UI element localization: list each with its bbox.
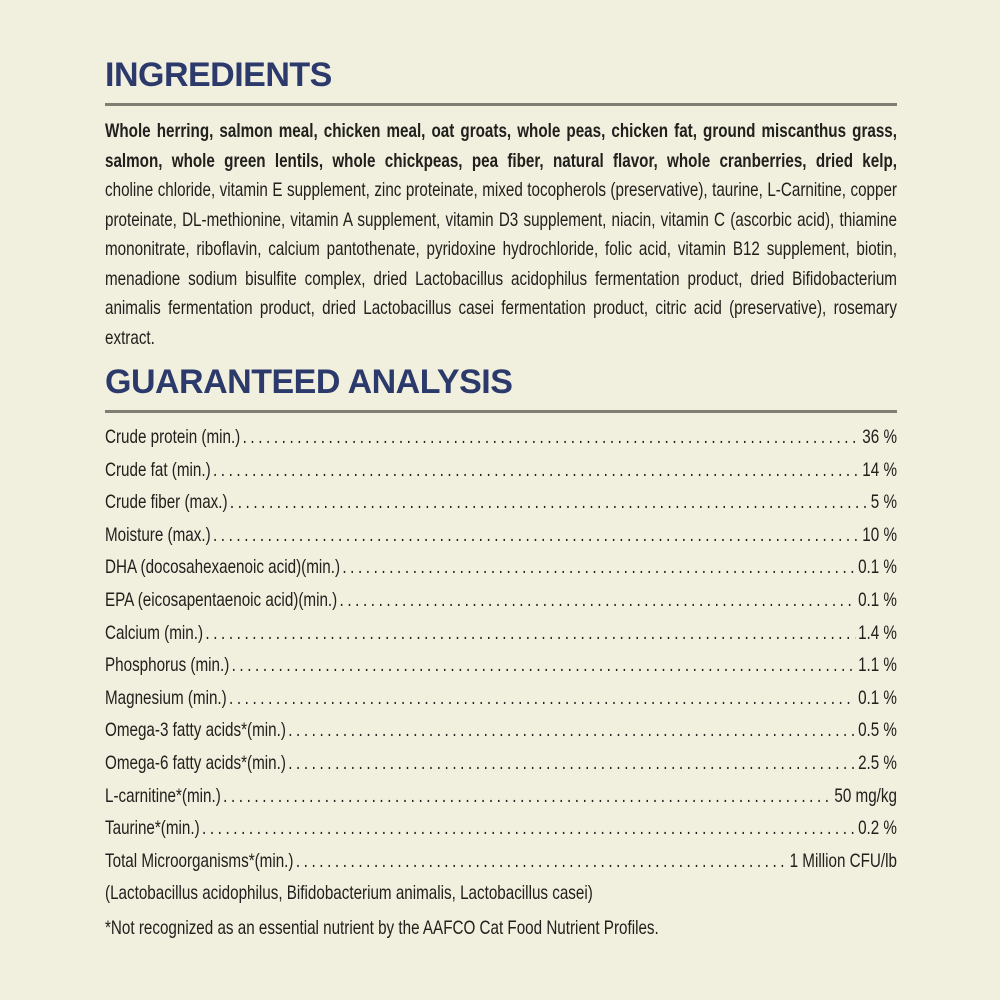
analysis-row-label: Taurine*(min.) <box>105 817 200 840</box>
analysis-row: Omega-3 fatty acids*(min.) 0.5 % <box>105 714 897 747</box>
analysis-row-value: 0.1 % <box>858 556 897 579</box>
analysis-row-label: EPA (eicosapentaenoic acid)(min.) <box>105 588 338 611</box>
analysis-row-value: 1 Million CFU/lb <box>789 849 897 872</box>
dot-leader <box>213 454 860 487</box>
analysis-row: DHA (docosahexaenoic acid)(min.) 0.1 % <box>105 551 897 584</box>
dot-leader <box>229 682 856 715</box>
analysis-row-label: Phosphorus (min.) <box>105 654 230 677</box>
dot-leader <box>202 812 856 845</box>
dot-leader <box>223 780 832 813</box>
dot-leader <box>232 649 856 682</box>
analysis-row-value: 1.1 % <box>858 654 897 677</box>
analysis-row-label: Omega-3 fatty acids*(min.) <box>105 719 286 742</box>
analysis-row-label: Omega-6 fatty acids*(min.) <box>105 751 286 774</box>
analysis-row-value: 2.5 % <box>858 751 897 774</box>
guaranteed-analysis-title: GUARANTEED ANALYSIS <box>105 363 513 401</box>
ingredients-secondary-list: choline chloride, vitamin E supplement, … <box>105 179 897 349</box>
analysis-row-value: 0.1 % <box>858 588 897 611</box>
guaranteed-analysis-divider <box>105 410 897 413</box>
ingredients-title: INGREDIENTS <box>105 56 332 94</box>
analysis-row: Crude fiber (max.) 5 % <box>105 486 897 519</box>
analysis-row-value: 0.5 % <box>858 719 897 742</box>
analysis-row: Crude protein (min.) 36 % <box>105 421 897 454</box>
ingredients-divider <box>105 103 897 106</box>
dot-leader <box>213 519 860 552</box>
dot-leader <box>340 584 856 617</box>
analysis-row: Calcium (min.) 1.4 % <box>105 617 897 650</box>
dot-leader <box>296 845 787 878</box>
analysis-row-value: 10 % <box>862 523 897 546</box>
analysis-row-label: Magnesium (min.) <box>105 686 227 709</box>
analysis-row: L-carnitine*(min.) 50 mg/kg <box>105 780 897 813</box>
dot-leader <box>230 486 869 519</box>
ingredients-section: INGREDIENTS Whole herring, salmon meal, … <box>105 56 897 353</box>
analysis-row-value: 36 % <box>862 426 897 448</box>
analysis-row: Crude fat (min.) 14 % <box>105 454 897 487</box>
dot-leader <box>288 747 855 780</box>
analysis-row-value: 0.2 % <box>858 817 897 840</box>
analysis-row-value: 0.1 % <box>858 686 897 709</box>
analysis-row-value: 14 % <box>862 458 897 481</box>
analysis-row: Moisture (max.) 10 % <box>105 519 897 552</box>
analysis-row-label: Crude fat (min.) <box>105 458 211 481</box>
analysis-row-value: 5 % <box>870 491 897 514</box>
analysis-row-label: Crude fiber (max.) <box>105 491 228 514</box>
guaranteed-analysis-section: GUARANTEED ANALYSIS Crude protein (min.)… <box>105 363 897 945</box>
analysis-row-label: Moisture (max.) <box>105 523 211 546</box>
dot-leader <box>243 421 860 454</box>
aafco-footnote: *Not recognized as an essential nutrient… <box>105 916 659 939</box>
ingredients-text: Whole herring, salmon meal, chicken meal… <box>105 117 897 353</box>
analysis-row: Phosphorus (min.) 1.1 % <box>105 649 897 682</box>
analysis-row: Omega-6 fatty acids*(min.) 2.5 % <box>105 747 897 780</box>
microorganisms-note: (Lactobacillus acidophilus, Bifidobacter… <box>105 882 593 905</box>
analysis-row-label: L-carnitine*(min.) <box>105 784 221 807</box>
analysis-row-label: Calcium (min.) <box>105 621 204 644</box>
analysis-row-label: Crude protein (min.) <box>105 426 241 448</box>
analysis-row-value: 1.4 % <box>858 621 897 644</box>
label-content: INGREDIENTS Whole herring, salmon meal, … <box>105 56 897 945</box>
analysis-row-label: DHA (docosahexaenoic acid)(min.) <box>105 556 341 579</box>
analysis-row: Magnesium (min.) 0.1 % <box>105 682 897 715</box>
analysis-row: Taurine*(min.) 0.2 % <box>105 812 897 845</box>
analysis-row: Total Microorganisms*(min.) 1 Million CF… <box>105 845 897 878</box>
dot-leader <box>288 714 855 747</box>
analysis-row-value: 50 mg/kg <box>834 784 897 807</box>
analysis-row: EPA (eicosapentaenoic acid)(min.) 0.1 % <box>105 584 897 617</box>
dot-leader <box>205 617 855 650</box>
guaranteed-analysis-table: Crude protein (min.) 36 % Crude fat (min… <box>105 421 897 877</box>
ingredients-primary-list: Whole herring, salmon meal, chicken meal… <box>105 120 897 172</box>
dot-leader <box>342 551 855 584</box>
analysis-row-label: Total Microorganisms*(min.) <box>105 849 294 872</box>
